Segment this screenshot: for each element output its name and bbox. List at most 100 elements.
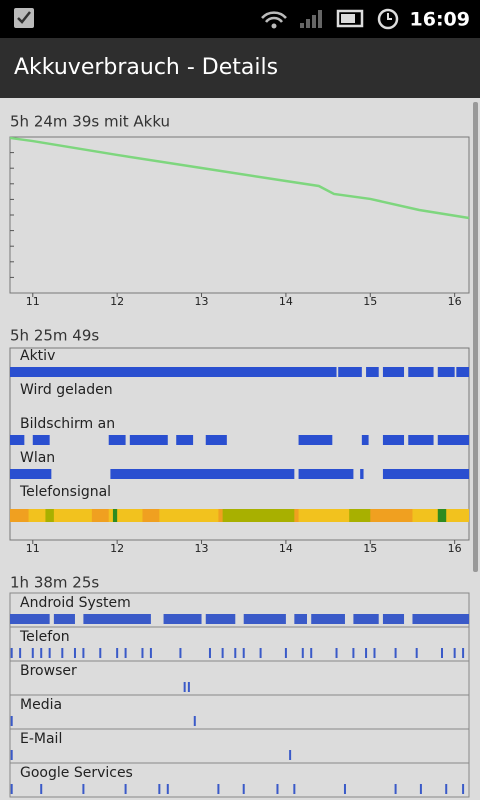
interval <box>176 435 194 445</box>
event-tick <box>40 784 43 794</box>
interval <box>382 614 405 624</box>
alarm-icon <box>377 8 399 30</box>
interval <box>205 614 236 624</box>
event-tick <box>352 648 355 658</box>
screen-title: Akkuverbrauch - Details <box>14 55 278 80</box>
interval <box>110 469 295 479</box>
interval <box>437 435 469 445</box>
event-tick <box>124 648 127 658</box>
title-bar <box>0 38 480 98</box>
event-tick <box>335 648 338 658</box>
battery-level <box>341 14 355 23</box>
x-tick-label: 14 <box>279 295 293 308</box>
interval <box>382 469 469 479</box>
event-tick <box>419 784 422 794</box>
interval <box>163 614 202 624</box>
x-tick-label: 15 <box>363 295 377 308</box>
signal-segment <box>349 509 371 522</box>
charts: 5h 24m 39s mit Akku 11 12 13 14 15 16 5h 25m 49… <box>9 113 470 798</box>
row-frame <box>9 762 470 798</box>
battery-icon <box>336 9 364 28</box>
section-title: 1h 38m 25s <box>10 574 99 592</box>
interval <box>298 469 354 479</box>
event-tick <box>149 648 152 658</box>
event-tick <box>373 648 376 658</box>
event-tick <box>462 648 465 658</box>
event-tick <box>10 784 13 794</box>
interval <box>361 435 369 445</box>
x-tick-label: 16 <box>448 295 462 308</box>
x-tick-label: 12 <box>110 295 124 308</box>
event-tick <box>441 648 443 658</box>
interval <box>10 614 50 624</box>
event-tick <box>453 648 456 658</box>
x-tick-label: 11 <box>26 295 40 308</box>
wifi-icon <box>261 11 287 23</box>
event-tick <box>10 716 13 726</box>
interval <box>382 435 405 445</box>
interval <box>10 469 52 479</box>
track-label: Bildschirm an <box>20 416 115 432</box>
interval <box>360 469 364 479</box>
x-tick-label: 13 <box>195 542 209 555</box>
event-tick <box>61 648 64 658</box>
event-tick <box>276 784 279 794</box>
x-tick-label: 13 <box>195 295 209 308</box>
interval <box>338 367 362 377</box>
event-tick <box>40 648 43 658</box>
event-tick <box>217 784 220 794</box>
event-tick <box>310 648 313 658</box>
interval <box>353 614 379 624</box>
interval <box>53 614 75 624</box>
alarm-hands <box>387 13 392 20</box>
interval <box>108 435 126 445</box>
status-bar <box>0 0 480 38</box>
event-tick <box>48 648 51 658</box>
event-tick <box>10 750 13 760</box>
interval <box>382 367 405 377</box>
scrollbar <box>473 102 478 572</box>
track-label: Aktiv <box>20 348 55 364</box>
x-tick-label: 16 <box>448 542 462 555</box>
x-tick-label: 15 <box>363 542 377 555</box>
interval <box>311 614 345 624</box>
battery-line <box>9 136 470 220</box>
track-label: Media <box>20 697 62 713</box>
interval <box>408 435 434 445</box>
event-tick <box>293 784 296 794</box>
signal-segment <box>222 509 295 522</box>
event-tick <box>179 648 182 658</box>
event-tick <box>394 648 397 658</box>
interval <box>294 614 307 624</box>
track-label: Telefon <box>19 629 70 645</box>
event-tick <box>365 648 368 658</box>
x-tick-label: 11 <box>26 542 40 555</box>
signal-segment <box>45 509 54 522</box>
track-label: Android System <box>20 595 131 611</box>
event-tick <box>73 648 76 658</box>
interval <box>437 367 455 377</box>
track-label: Wird geladen <box>20 382 113 398</box>
signal-segment <box>298 509 354 522</box>
interval <box>298 435 333 445</box>
interval <box>243 614 286 624</box>
event-tick <box>208 648 211 658</box>
signal-icon <box>300 10 322 28</box>
x-tick-label: 12 <box>110 542 124 555</box>
interval <box>412 614 469 624</box>
track-label: Browser <box>20 663 77 679</box>
signal-segment <box>28 509 92 522</box>
event-tick <box>183 682 186 692</box>
track-label: Telefonsignal <box>19 484 111 500</box>
track-label: E-Mail <box>20 731 62 747</box>
event-tick <box>301 648 304 658</box>
section-title: 5h 25m 49s <box>10 327 99 345</box>
interval <box>129 435 168 445</box>
interval <box>408 367 434 377</box>
signal-segment <box>437 509 447 522</box>
event-tick <box>242 784 245 794</box>
event-tick <box>445 784 448 794</box>
event-tick <box>289 750 292 760</box>
